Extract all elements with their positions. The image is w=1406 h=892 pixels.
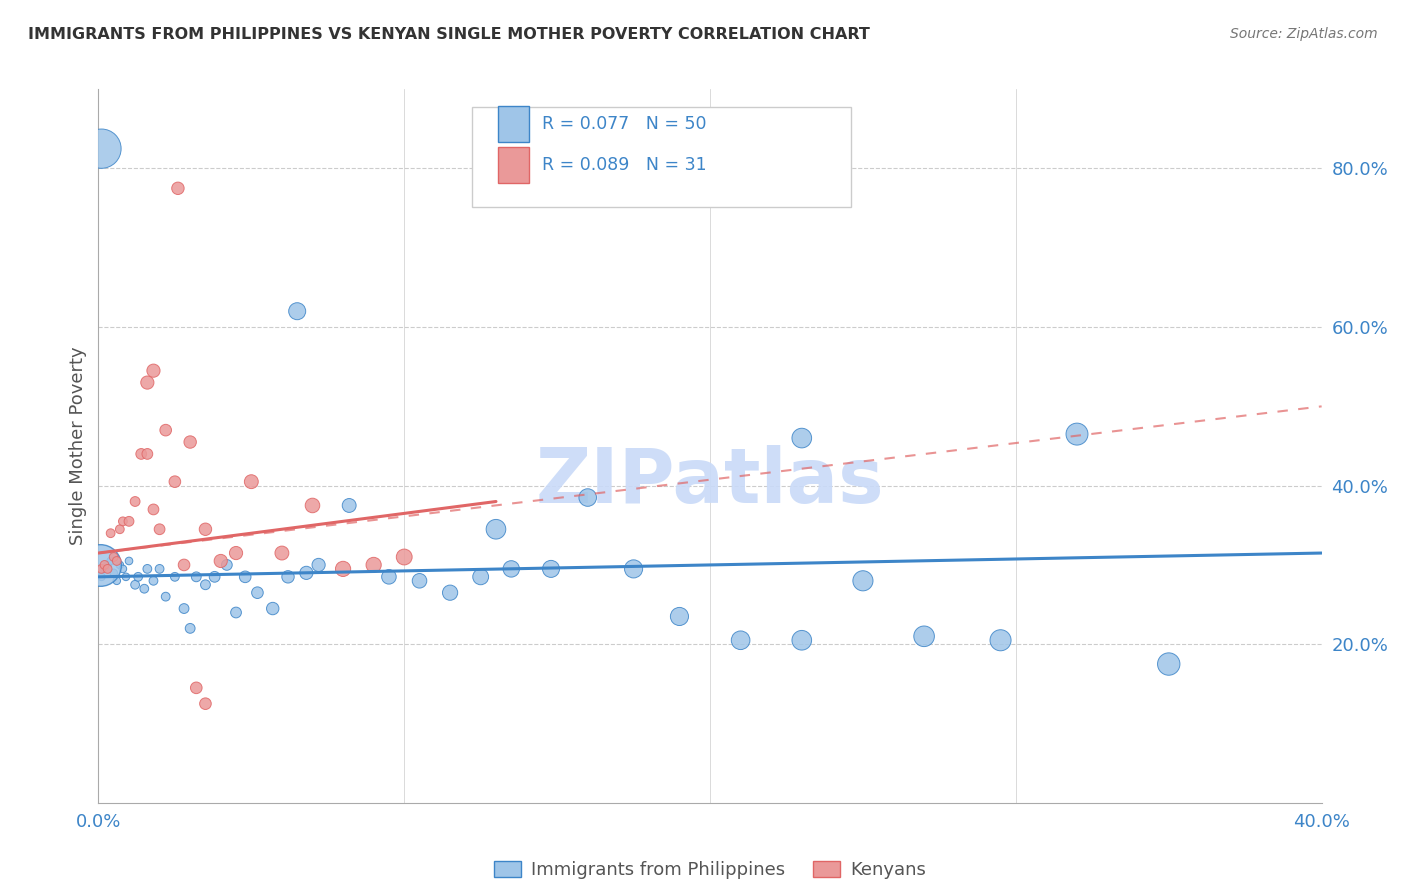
Point [108, 558, 131, 572]
Point [90, 562, 112, 576]
Point [127, 570, 149, 584]
Text: Source: ZipAtlas.com: Source: ZipAtlas.com [1230, 27, 1378, 41]
Bar [498, 106, 529, 142]
Point [1066, 427, 1088, 442]
Point [790, 431, 813, 445]
Point [93, 562, 115, 576]
Point [225, 606, 247, 620]
Point [576, 491, 599, 505]
Point [378, 570, 401, 584]
Point [501, 562, 523, 576]
Point [408, 574, 430, 588]
Point [215, 558, 238, 572]
Point [90, 570, 112, 584]
Point [90, 142, 112, 156]
Point [136, 376, 159, 390]
Point [111, 562, 134, 576]
Point [1157, 657, 1180, 671]
Point [97, 562, 120, 576]
Point [105, 574, 128, 588]
Bar [498, 147, 529, 183]
Point [179, 621, 201, 635]
Point [204, 570, 226, 584]
Point [270, 546, 292, 560]
Point [103, 566, 125, 580]
Point [225, 546, 247, 560]
Point [149, 522, 172, 536]
Point [115, 570, 138, 584]
Text: ZIPatlas: ZIPatlas [536, 445, 884, 518]
Point [301, 499, 323, 513]
Point [392, 549, 416, 564]
Point [173, 558, 195, 572]
Point [439, 585, 461, 599]
Point [240, 475, 263, 489]
Point [155, 590, 177, 604]
Point [179, 435, 201, 450]
Point [194, 522, 217, 536]
Point [308, 558, 330, 572]
Point [142, 574, 165, 588]
Point [186, 570, 208, 584]
Point [233, 570, 256, 584]
Point [912, 629, 935, 643]
Point [93, 558, 115, 572]
Point [285, 304, 308, 318]
Point [470, 570, 492, 584]
Point [118, 554, 141, 568]
Text: R = 0.089   N = 31: R = 0.089 N = 31 [543, 156, 707, 174]
Point [142, 502, 165, 516]
Point [194, 697, 217, 711]
Y-axis label: Single Mother Poverty: Single Mother Poverty [69, 347, 87, 545]
Point [186, 681, 208, 695]
Point [668, 609, 690, 624]
Point [163, 570, 186, 584]
Point [100, 554, 122, 568]
Point [852, 574, 875, 588]
Point [730, 633, 752, 648]
Point [124, 494, 146, 508]
Point [129, 447, 152, 461]
Point [142, 364, 165, 378]
Point [194, 578, 217, 592]
Point [136, 447, 159, 461]
Point [332, 562, 354, 576]
Legend: Immigrants from Philippines, Kenyans: Immigrants from Philippines, Kenyans [486, 854, 934, 887]
Point [540, 562, 562, 576]
Point [262, 601, 284, 615]
FancyBboxPatch shape [471, 107, 851, 207]
Point [124, 578, 146, 592]
Point [173, 601, 195, 615]
Point [790, 633, 813, 648]
Point [990, 633, 1012, 648]
Point [246, 585, 269, 599]
Point [97, 558, 120, 572]
Point [623, 562, 645, 576]
Point [167, 181, 190, 195]
Point [136, 562, 159, 576]
Point [363, 558, 385, 572]
Point [155, 423, 177, 437]
Text: R = 0.077   N = 50: R = 0.077 N = 50 [543, 115, 707, 133]
Point [100, 526, 122, 541]
Point [118, 514, 141, 528]
Text: IMMIGRANTS FROM PHILIPPINES VS KENYAN SINGLE MOTHER POVERTY CORRELATION CHART: IMMIGRANTS FROM PHILIPPINES VS KENYAN SI… [28, 27, 870, 42]
Point [105, 554, 128, 568]
Point [103, 549, 125, 564]
Point [485, 522, 508, 536]
Point [163, 475, 186, 489]
Point [209, 554, 232, 568]
Point [295, 566, 318, 580]
Point [134, 582, 156, 596]
Point [108, 522, 131, 536]
Point [111, 514, 134, 528]
Point [89, 558, 111, 572]
Point [337, 499, 360, 513]
Point [277, 570, 299, 584]
Point [149, 562, 172, 576]
